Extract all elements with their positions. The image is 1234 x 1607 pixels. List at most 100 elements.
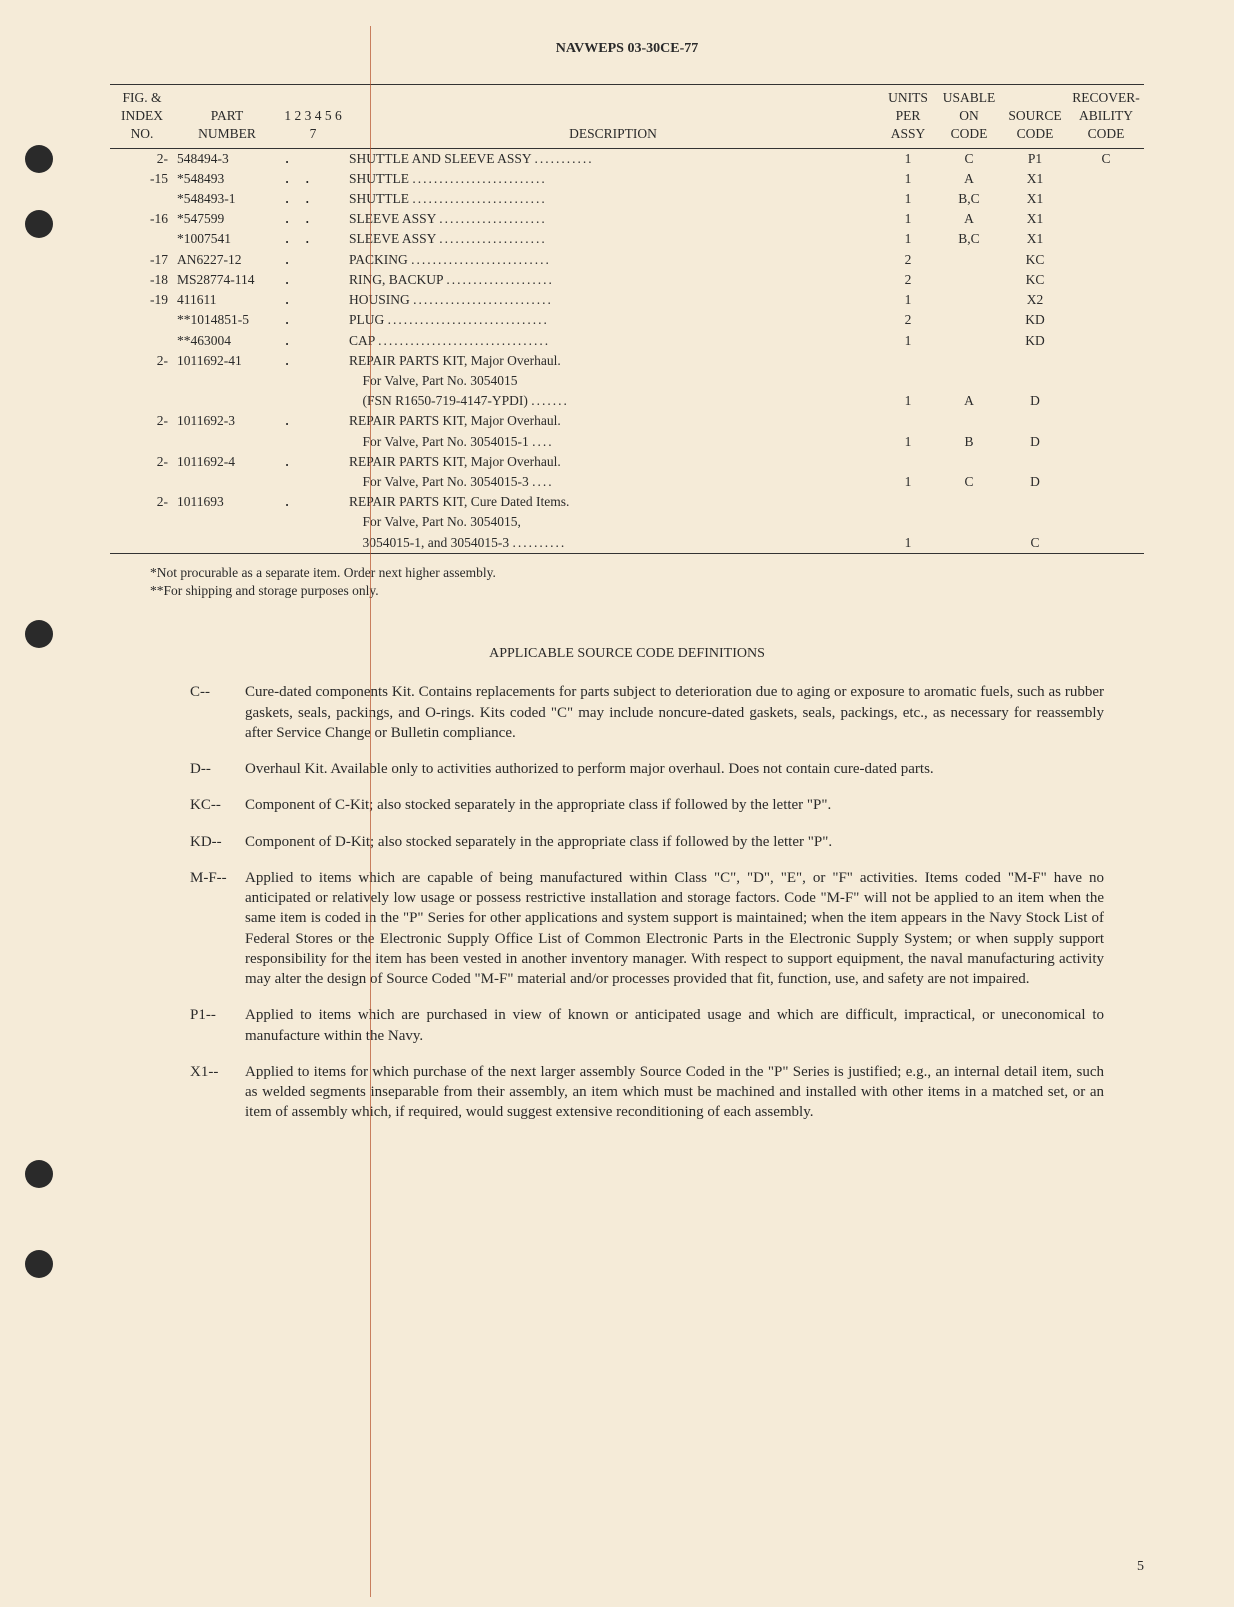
cell-desc: REPAIR PARTS KIT, Major Overhaul. (346, 351, 880, 371)
cell-recover (1068, 209, 1144, 229)
table-row: (FSN R1650-719-4147-YPDI) .......1AD (110, 391, 1144, 411)
cell-index (110, 310, 174, 330)
cell-source (1002, 411, 1068, 431)
cell-source (1002, 371, 1068, 391)
definition-text: Overhaul Kit. Available only to activiti… (245, 759, 1104, 779)
cell-part: *548493-1 (174, 189, 280, 209)
cell-recover (1068, 351, 1144, 371)
cell-units: 1 (880, 169, 936, 189)
cell-recover (1068, 391, 1144, 411)
cell-desc: PACKING .......................... (346, 250, 880, 270)
table-row: 2-1011692-41.REPAIR PARTS KIT, Major Ove… (110, 351, 1144, 371)
cell-indent (280, 432, 346, 452)
cell-units: 1 (880, 331, 936, 351)
cell-source: D (1002, 391, 1068, 411)
cell-index (110, 512, 174, 532)
cell-units (880, 351, 936, 371)
definition-code: M-F-- (190, 868, 245, 990)
cell-source: KD (1002, 310, 1068, 330)
col-indent: 1 2 3 4 5 6 7 (280, 85, 346, 148)
definition-text: Cure-dated components Kit. Contains repl… (245, 682, 1104, 743)
table-row: -15*548493. .SHUTTLE ...................… (110, 169, 1144, 189)
cell-units: 1 (880, 290, 936, 310)
cell-source: X1 (1002, 229, 1068, 249)
cell-usable: A (936, 209, 1002, 229)
cell-units (880, 411, 936, 431)
cell-usable (936, 270, 1002, 290)
col-source: SOURCE CODE (1002, 85, 1068, 148)
cell-part: 548494-3 (174, 148, 280, 169)
table-row: -17AN6227-12.PACKING ...................… (110, 250, 1144, 270)
table-row: 2-548494-3.SHUTTLE AND SLEEVE ASSY .....… (110, 148, 1144, 169)
definition-row: X1--Applied to items for which purchase … (190, 1062, 1104, 1123)
cell-indent: . (280, 290, 346, 310)
cell-indent (280, 512, 346, 532)
definition-row: P1--Applied to items which are purchased… (190, 1005, 1104, 1046)
table-row: *1007541. .SLEEVE ASSY .................… (110, 229, 1144, 249)
cell-part (174, 371, 280, 391)
cell-index: -17 (110, 250, 174, 270)
definition-row: KD--Component of D-Kit; also stocked sep… (190, 832, 1104, 852)
table-row: *548493-1. .SHUTTLE ....................… (110, 189, 1144, 209)
cell-usable (936, 512, 1002, 532)
cell-desc: For Valve, Part No. 3054015 (346, 371, 880, 391)
cell-usable (936, 331, 1002, 351)
cell-units: 2 (880, 250, 936, 270)
cell-desc: HOUSING .......................... (346, 290, 880, 310)
cell-desc: 3054015-1, and 3054015-3 .......... (346, 533, 880, 553)
definition-code: P1-- (190, 1005, 245, 1046)
footnote-1: *Not procurable as a separate item. Orde… (150, 564, 1144, 582)
table-row: 2-1011692-3.REPAIR PARTS KIT, Major Over… (110, 411, 1144, 431)
cell-part: 1011692-4 (174, 452, 280, 472)
cell-desc: SHUTTLE ......................... (346, 189, 880, 209)
cell-recover (1068, 290, 1144, 310)
cell-recover (1068, 310, 1144, 330)
cell-units: 1 (880, 432, 936, 452)
footnotes: *Not procurable as a separate item. Orde… (150, 564, 1144, 600)
cell-indent: . (280, 250, 346, 270)
cell-part (174, 472, 280, 492)
parts-table: FIG. & INDEX NO. PART NUMBER 1 2 3 4 5 6… (110, 85, 1144, 553)
cell-indent: . (280, 148, 346, 169)
cell-usable (936, 310, 1002, 330)
col-units: UNITS PER ASSY (880, 85, 936, 148)
cell-units: 1 (880, 533, 936, 553)
cell-source (1002, 351, 1068, 371)
cell-usable (936, 371, 1002, 391)
cell-indent (280, 472, 346, 492)
cell-index (110, 472, 174, 492)
cell-part (174, 533, 280, 553)
col-index: FIG. & INDEX NO. (110, 85, 174, 148)
cell-indent (280, 371, 346, 391)
cell-desc: SHUTTLE ......................... (346, 169, 880, 189)
cell-indent: . (280, 452, 346, 472)
cell-usable: A (936, 391, 1002, 411)
definition-text: Applied to items which are purchased in … (245, 1005, 1104, 1046)
cell-index: -19 (110, 290, 174, 310)
definitions-list: C--Cure-dated components Kit. Contains r… (190, 682, 1104, 1122)
definition-text: Component of D-Kit; also stocked separat… (245, 832, 1104, 852)
cell-recover (1068, 189, 1144, 209)
cell-source: X2 (1002, 290, 1068, 310)
cell-indent: . . (280, 189, 346, 209)
cell-index: 2- (110, 411, 174, 431)
cell-source (1002, 492, 1068, 512)
cell-recover (1068, 432, 1144, 452)
cell-usable: B (936, 432, 1002, 452)
definition-text: Applied to items which are capable of be… (245, 868, 1104, 990)
table-row: For Valve, Part No. 3054015-1 ....1BD (110, 432, 1144, 452)
cell-source (1002, 452, 1068, 472)
cell-source: KC (1002, 250, 1068, 270)
cell-units: 1 (880, 189, 936, 209)
cell-index (110, 189, 174, 209)
cell-indent: . (280, 411, 346, 431)
definition-text: Applied to items for which purchase of t… (245, 1062, 1104, 1123)
cell-part: *1007541 (174, 229, 280, 249)
cell-index (110, 371, 174, 391)
cell-part: *548493 (174, 169, 280, 189)
cell-source: X1 (1002, 169, 1068, 189)
cell-desc: SLEEVE ASSY .................... (346, 229, 880, 249)
cell-units (880, 512, 936, 532)
cell-desc: REPAIR PARTS KIT, Major Overhaul. (346, 452, 880, 472)
definition-code: X1-- (190, 1062, 245, 1123)
